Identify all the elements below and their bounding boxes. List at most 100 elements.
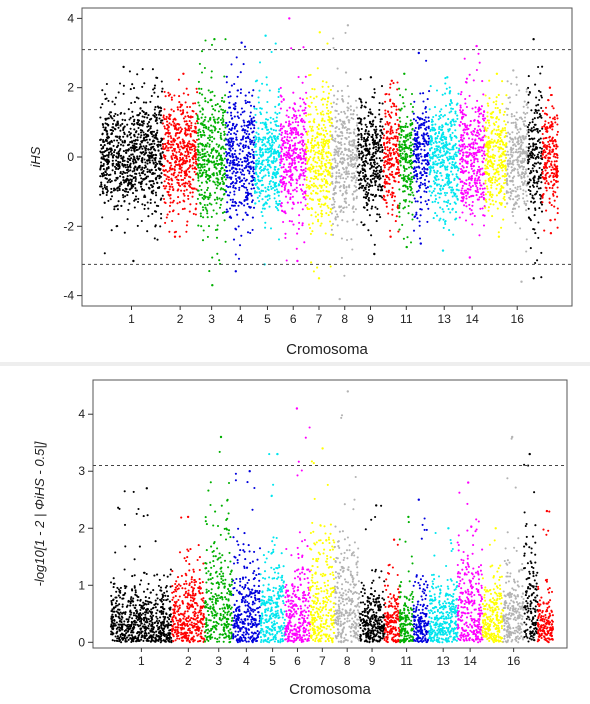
snp-point-chr3: [202, 208, 205, 212]
snp-point-chr1: [134, 187, 137, 190]
snp-point-chr4: [251, 120, 254, 123]
snp-point-chr2: [168, 132, 171, 135]
snp-point-chr6: [285, 151, 288, 154]
snp-point-chr6: [280, 131, 284, 134]
snp-point-chr2: [167, 129, 170, 132]
snp-point-chr2: [185, 148, 189, 151]
snp-point-chr5: [274, 138, 277, 141]
snp-point-chr8: [352, 198, 355, 201]
snp-point-chr5: [257, 157, 260, 160]
snp-point-chr4: [238, 180, 241, 184]
snp-point-chr4: [246, 130, 249, 133]
snp-point-chr9: [360, 221, 363, 224]
snp-point-chr1: [151, 212, 154, 215]
snp-point-chr1: [113, 205, 116, 208]
snp-point-chr12: [413, 138, 416, 141]
snp-point-chr4: [236, 164, 239, 167]
snp-point-chr2: [191, 195, 194, 198]
snp-point-chr1: [153, 166, 157, 169]
snp-point-chr9: [360, 138, 363, 141]
snp-point-chr8: [347, 135, 350, 139]
snp-point-chr6: [296, 232, 299, 235]
snp-point-chr8: [339, 119, 342, 122]
snp-point-chr1: [124, 195, 127, 198]
snp-point-chr4: [245, 178, 248, 181]
snp-point-chr11: [402, 129, 405, 132]
snp-point-chr9: [364, 101, 368, 104]
snp-point-chr2: [164, 143, 167, 146]
snp-point-chr1: [129, 127, 132, 130]
snp-point-chr1: [119, 161, 122, 164]
snp-point-chr4: [242, 144, 245, 147]
snp-point-chr2: [165, 144, 168, 148]
snp-point-chr4: [245, 186, 248, 189]
snp-point-chr6: [300, 136, 303, 139]
snp-point-chr3: [222, 147, 225, 150]
snp-point-chr4: [229, 182, 233, 185]
snp-point-chr10: [393, 180, 396, 183]
snp-point-chr13: [445, 156, 449, 159]
snp-point-chr6: [293, 144, 296, 147]
snp-point-chr2: [184, 129, 187, 132]
snp-point-chr1: [126, 171, 129, 174]
snp-point-chr6: [305, 91, 308, 94]
snp-point-chr5: [274, 129, 278, 132]
snp-point-chr3: [215, 236, 219, 239]
snp-point-chr1: [102, 168, 105, 171]
snp-point-chr3: [200, 174, 203, 177]
snp-point-chr8: [350, 117, 353, 120]
snp-point-chr3: [203, 163, 206, 166]
snp-point-chr2: [188, 105, 192, 109]
snp-point-chr5: [272, 135, 275, 138]
snp-point-chr8: [341, 134, 344, 137]
snp-point-chr7: [326, 140, 329, 143]
snp-point-chr9: [375, 143, 378, 146]
snp-point-chr3: [211, 161, 214, 164]
snp-point-chr1: [160, 90, 164, 93]
snp-point-chr2: [165, 115, 168, 118]
snp-point-chr7: [305, 186, 308, 189]
snp-point-chr2: [167, 139, 170, 142]
snp-point-chr7: [330, 224, 333, 227]
snp-point-chr7: [324, 175, 327, 178]
snp-point-chr6: [282, 125, 285, 128]
snp-point-chr3: [198, 184, 201, 188]
snp-point-chr3: [224, 178, 227, 181]
snp-point-chr4: [228, 151, 231, 155]
snp-point-chr1: [140, 134, 143, 137]
snp-point-chr7: [327, 151, 330, 154]
snp-point-chr2: [164, 174, 167, 177]
snp-point-chr11: [409, 241, 413, 244]
snp-point-chr1: [131, 192, 135, 195]
snp-point-chr9: [376, 207, 379, 210]
snp-point-chr1: [137, 166, 140, 169]
snp-point-chr1: [155, 137, 158, 140]
snp-point-chr11: [411, 105, 415, 109]
snp-point-chr2: [167, 182, 170, 185]
snp-point-chr6: [303, 127, 306, 130]
snp-point-chr4: [245, 153, 248, 157]
snp-point-chr3: [211, 105, 214, 108]
snp-point-chr7: [309, 232, 312, 235]
snp-point-chr6: [292, 91, 295, 94]
snp-point-chr7: [325, 81, 328, 84]
snp-point-chr13: [433, 106, 437, 109]
snp-point-chr10: [383, 166, 386, 169]
snp-point-chr5: [257, 187, 261, 191]
snp-point-chr5: [277, 168, 280, 171]
snp-point-chr6: [279, 124, 282, 128]
snp-point-chr10: [383, 161, 386, 164]
snp-point-chr3: [206, 209, 209, 213]
snp-point-chr4: [236, 115, 239, 118]
snp-point-chr3: [200, 165, 203, 168]
snp-point-chr8: [356, 121, 359, 125]
snp-point-chr13: [443, 191, 446, 194]
snp-point-chr8: [345, 185, 348, 188]
snp-point-chr6: [283, 163, 286, 166]
snp-point-chr1: [116, 123, 119, 126]
snp-point-chr9: [379, 150, 382, 153]
snp-point-chr13: [445, 173, 448, 176]
snp-point-chr10: [384, 152, 388, 155]
snp-point-chr10: [382, 198, 385, 201]
snp-point-chr5: [260, 155, 263, 158]
